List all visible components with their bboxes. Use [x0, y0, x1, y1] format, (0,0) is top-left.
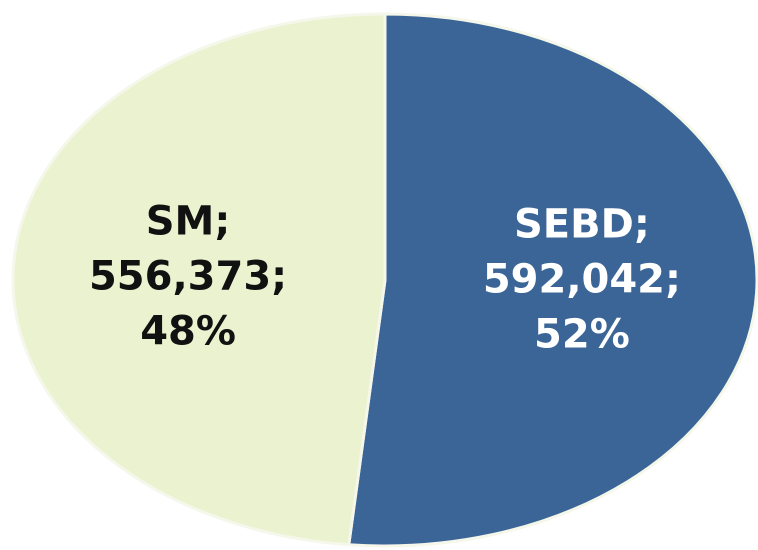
data-label: SM;556,373;48%	[89, 199, 287, 355]
separator: ;	[214, 199, 230, 245]
data-label: SEBD;592,042;52%	[483, 201, 681, 357]
label-value: 592,042;	[483, 256, 681, 302]
pie-slice	[347, 12, 758, 548]
percent-label: 52%	[534, 311, 630, 357]
percent-label: 48%	[140, 309, 236, 355]
separator: ;	[665, 256, 681, 302]
category-name: SEBD	[514, 201, 634, 247]
category-name: SM	[146, 199, 215, 245]
label-value: 556,373;	[89, 254, 287, 300]
separator: ;	[634, 201, 650, 247]
label-name: SM;	[146, 199, 231, 245]
pie-slice	[11, 12, 387, 547]
value-label: 556,373	[89, 254, 271, 300]
label-name: SEBD;	[514, 201, 650, 247]
value-label: 592,042	[483, 256, 665, 302]
separator: ;	[271, 254, 287, 300]
